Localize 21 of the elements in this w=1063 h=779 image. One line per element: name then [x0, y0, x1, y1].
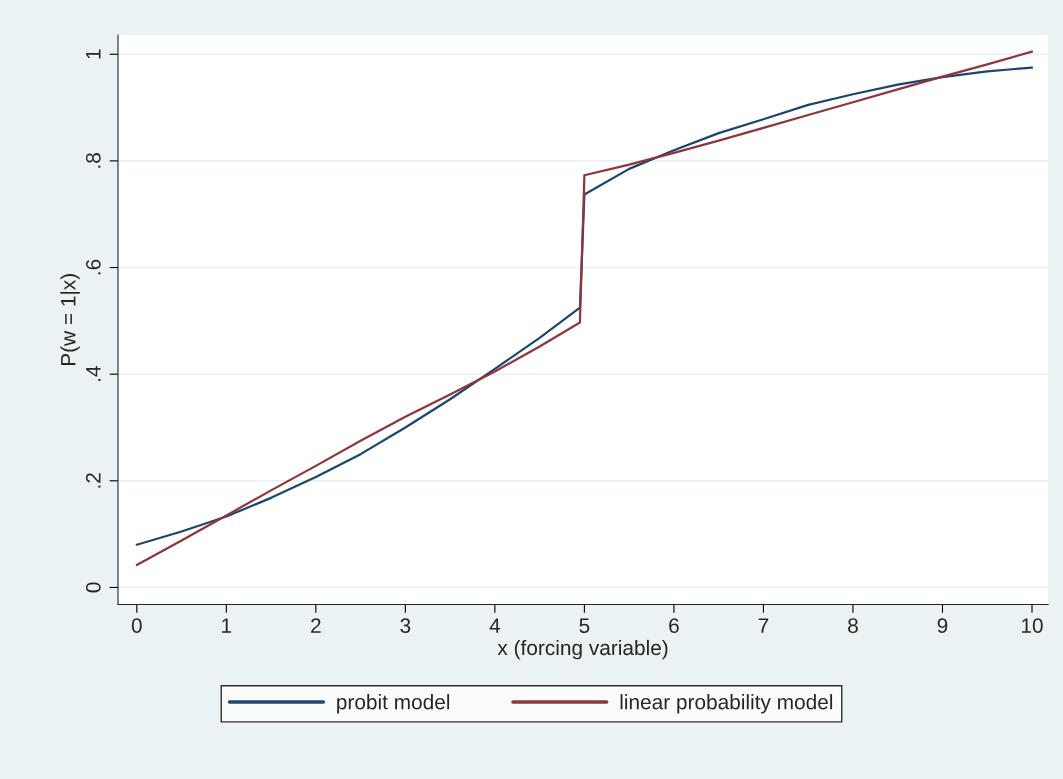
- x-axis-title: x (forcing variable): [497, 639, 668, 660]
- x-tick-label: 3: [400, 618, 411, 633]
- x-tick-label: 1: [222, 618, 232, 633]
- legend-label: linear probability model: [620, 694, 833, 714]
- x-tick-label: 4: [489, 618, 501, 633]
- y-tick-label: .2: [85, 473, 101, 488]
- y-tick-label: .8: [85, 153, 101, 168]
- legend-label: probit model: [337, 694, 450, 714]
- x-tick-label: 9: [937, 618, 948, 633]
- x-tick-label: 8: [848, 618, 858, 633]
- y-axis-title: P(w = 1|x): [60, 274, 80, 366]
- x-tick-label: 6: [669, 618, 679, 633]
- x-tick-label: 7: [758, 618, 769, 633]
- x-tick-label: 0: [131, 618, 142, 633]
- x-tick-label: 10: [1022, 618, 1043, 633]
- y-tick-label: 0: [85, 582, 101, 593]
- y-tick-label: .6: [85, 259, 101, 275]
- y-tick-label: 1: [86, 49, 101, 59]
- x-tick-label: 2: [311, 618, 321, 633]
- x-tick-label: 5: [579, 618, 590, 633]
- y-tick-label: .4: [86, 366, 101, 381]
